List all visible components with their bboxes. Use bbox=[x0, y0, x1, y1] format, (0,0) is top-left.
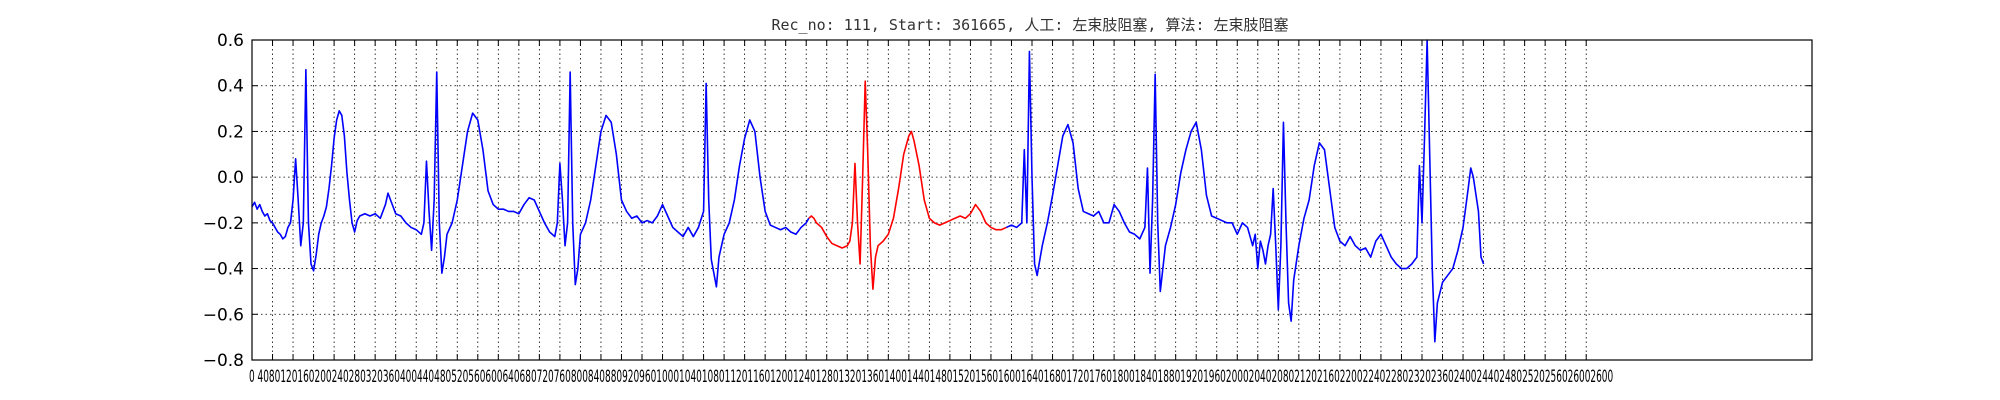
grid-layer bbox=[252, 40, 1812, 360]
ecg-series-1 bbox=[251, 68, 810, 288]
ecg-series-3 bbox=[1006, 39, 1485, 343]
y-tick-label: −0.2 bbox=[203, 214, 244, 234]
y-tick-label: −0.8 bbox=[203, 351, 244, 371]
y-tick-label: 0.4 bbox=[217, 77, 244, 97]
plot-frame bbox=[251, 39, 1813, 361]
y-tick-label: −0.4 bbox=[203, 260, 244, 280]
tick-layer: 0.6 0.4 0.2 0.0 −0.2 −0.4 −0.6 −0.80 4080120160… bbox=[203, 31, 1812, 387]
x-tick-labels: 0 40801201602002402803203604004404805205… bbox=[249, 367, 1613, 387]
y-tick-label: −0.6 bbox=[203, 305, 244, 325]
series-layer bbox=[251, 39, 1485, 343]
ecg-series-2 bbox=[808, 80, 1007, 290]
chart-title: Rec_no: 111, Start: 361665, 人工: 左束肢阻塞, 算… bbox=[771, 16, 1288, 34]
y-tick-label: 0.6 bbox=[217, 31, 244, 51]
y-tick-label: 0.2 bbox=[217, 122, 244, 142]
y-tick-label: 0.0 bbox=[217, 168, 244, 188]
